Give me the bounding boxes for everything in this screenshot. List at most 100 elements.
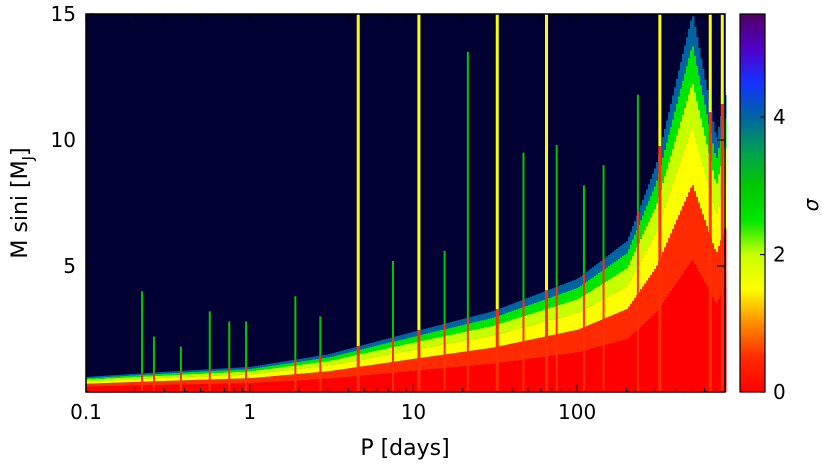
heatmap-cell bbox=[606, 267, 609, 281]
heatmap-cell bbox=[540, 310, 543, 323]
heatmap-cell bbox=[628, 249, 631, 265]
heatmap-cell bbox=[608, 296, 611, 317]
heatmap-cell bbox=[304, 358, 307, 361]
heatmap-cell bbox=[220, 379, 223, 384]
heatmap-cell bbox=[268, 363, 271, 367]
heatmap-cell bbox=[480, 349, 483, 365]
heatmap-cell bbox=[542, 310, 545, 323]
heatmap-cell bbox=[210, 375, 213, 380]
heatmap-cell bbox=[170, 371, 173, 374]
heatmap-cell bbox=[540, 292, 543, 301]
heatmap-cell bbox=[290, 380, 293, 392]
heatmap-cell bbox=[274, 368, 277, 372]
heatmap-cell bbox=[108, 386, 111, 392]
heatmap-cell bbox=[690, 262, 693, 392]
heatmap-cell bbox=[390, 362, 393, 374]
heatmap-cell bbox=[188, 384, 191, 392]
heatmap-cell bbox=[500, 323, 503, 334]
heatmap-cell bbox=[422, 357, 425, 371]
heatmap-cell bbox=[438, 368, 441, 392]
heatmap-cell bbox=[260, 373, 263, 378]
heatmap-cell bbox=[224, 368, 227, 371]
heatmap-cell bbox=[456, 326, 459, 334]
heatmap-cell bbox=[360, 366, 363, 376]
heatmap-cell bbox=[612, 293, 615, 315]
heatmap-cell bbox=[500, 308, 503, 315]
heatmap-cell bbox=[482, 327, 485, 338]
heatmap-cell bbox=[354, 367, 357, 377]
heatmap-cell bbox=[292, 374, 295, 381]
heatmap-cell bbox=[442, 368, 445, 392]
heatmap-cell bbox=[536, 294, 539, 303]
heatmap-cell bbox=[676, 172, 679, 220]
heatmap-cell bbox=[502, 362, 505, 392]
heatmap-cell bbox=[570, 290, 573, 302]
heatmap-cell bbox=[206, 384, 209, 392]
heatmap-cell bbox=[450, 334, 453, 344]
heatmap-cell bbox=[134, 381, 137, 386]
heatmap-cell bbox=[536, 357, 539, 392]
heatmap-cell bbox=[310, 357, 313, 360]
heatmap-cell bbox=[564, 303, 567, 317]
heatmap-cell bbox=[158, 385, 161, 392]
heatmap-cell bbox=[212, 370, 215, 374]
heatmap-cell bbox=[126, 375, 129, 378]
heatmap-cell bbox=[212, 373, 215, 376]
heatmap-cell bbox=[570, 281, 573, 291]
heatmap-cell bbox=[474, 350, 477, 366]
heatmap-cell bbox=[148, 376, 151, 379]
heatmap-cell bbox=[168, 377, 171, 381]
heatmap-cell bbox=[264, 369, 267, 373]
heatmap-cell bbox=[128, 385, 131, 392]
heatmap-cell bbox=[394, 341, 397, 347]
heatmap-cell bbox=[406, 359, 409, 372]
heatmap-cell bbox=[168, 371, 171, 374]
heatmap-cell bbox=[118, 377, 121, 380]
heatmap-cell bbox=[574, 300, 577, 314]
heatmap-cell bbox=[634, 220, 637, 235]
heatmap-cell bbox=[314, 359, 317, 363]
heatmap-cell bbox=[160, 378, 163, 382]
heatmap-cell bbox=[380, 355, 383, 364]
heatmap-cell bbox=[386, 343, 389, 349]
heatmap-cell bbox=[404, 334, 407, 339]
heatmap-cell bbox=[194, 384, 197, 392]
heatmap-cell bbox=[638, 224, 641, 244]
heatmap-cell bbox=[524, 340, 527, 360]
heatmap-cell bbox=[686, 65, 689, 102]
y-axis-label-main: M sini [M bbox=[8, 160, 33, 258]
heatmap-cell bbox=[346, 377, 349, 392]
heatmap-cell bbox=[210, 369, 213, 371]
heatmap-cell bbox=[168, 380, 171, 385]
heatmap-cell bbox=[246, 378, 249, 384]
heatmap-cell bbox=[518, 360, 521, 392]
heatmap-cell bbox=[618, 290, 621, 313]
heatmap-cell bbox=[648, 246, 651, 278]
heatmap-cell bbox=[254, 373, 257, 378]
heatmap-cell bbox=[136, 385, 139, 392]
heatmap-cell bbox=[426, 369, 429, 392]
heatmap-cell bbox=[232, 372, 235, 376]
heatmap-cell bbox=[638, 328, 641, 392]
heatmap-cell bbox=[644, 283, 647, 323]
heatmap-cell bbox=[280, 381, 283, 392]
heatmap-cell bbox=[620, 257, 623, 273]
heatmap-cell bbox=[654, 269, 657, 314]
heatmap-cell bbox=[706, 114, 709, 145]
heatmap-cell bbox=[156, 385, 159, 392]
heatmap-cell bbox=[402, 371, 405, 392]
heatmap-cell bbox=[106, 378, 109, 381]
heatmap-cell bbox=[628, 337, 631, 392]
heatmap-cell bbox=[706, 286, 709, 392]
heatmap-cell bbox=[540, 337, 543, 358]
heatmap-cell bbox=[296, 374, 299, 381]
heatmap-cell bbox=[470, 365, 473, 392]
heatmap-cell bbox=[426, 339, 429, 348]
heatmap-cell bbox=[404, 344, 407, 352]
heatmap-cell bbox=[458, 366, 461, 392]
heatmap-cell bbox=[550, 288, 553, 298]
heatmap-cell bbox=[534, 324, 537, 339]
heatmap-cell bbox=[90, 379, 93, 382]
heatmap-cell bbox=[690, 20, 693, 51]
heatmap-cell bbox=[372, 357, 375, 365]
